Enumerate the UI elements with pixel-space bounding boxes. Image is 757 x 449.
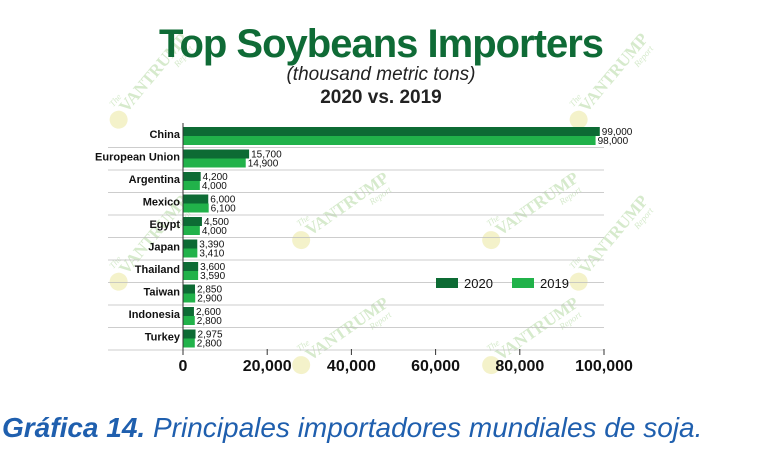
data-label-2020: 4,500 — [204, 217, 229, 228]
data-label-2020: 6,000 — [210, 195, 235, 206]
data-label-2020: 99,000 — [602, 127, 633, 138]
data-label-2019: 98,000 — [598, 136, 629, 147]
bar-2019 — [183, 248, 198, 258]
data-label-2019: 14,900 — [248, 159, 279, 170]
data-label-2020: 2,850 — [197, 285, 222, 296]
chart-title: Top Soybeans Importers — [159, 22, 603, 66]
bar-2019 — [183, 136, 596, 145]
x-tick-label: 0 — [179, 358, 188, 375]
data-label-2020: 2,600 — [196, 307, 221, 318]
watermark-sun-icon — [569, 272, 588, 291]
watermark-word: VANTRUMP — [492, 293, 582, 364]
data-label-2019: 4,000 — [202, 226, 227, 237]
data-label-2019: 3,410 — [199, 249, 224, 260]
bar-2020 — [183, 127, 600, 136]
watermark-sun-icon — [109, 272, 128, 291]
watermark-word: VANTRUMP — [302, 293, 392, 364]
category-label: Taiwan — [144, 287, 181, 299]
watermark-sun-icon — [569, 110, 588, 129]
caption-number: Gráfica 14. — [2, 412, 146, 443]
watermark-sun-icon — [482, 356, 501, 375]
bar-2019 — [183, 203, 209, 213]
bar-2020 — [183, 172, 201, 181]
category-label: Thailand — [135, 264, 180, 276]
legend-label-2019: 2019 — [540, 276, 569, 291]
bar-2019 — [183, 226, 200, 235]
legend-label-2020: 2020 — [464, 276, 493, 291]
legend: 2020 2019 — [436, 276, 569, 291]
bar-2020 — [183, 284, 195, 294]
data-label-2019: 2,900 — [197, 294, 222, 305]
chart: TheVANTRUMPReportTheVANTRUMPReportTheVAN… — [95, 22, 656, 375]
category-label: Indonesia — [129, 309, 181, 321]
caption-text: Principales importadores mundiales de so… — [145, 412, 703, 443]
watermark-sun-icon — [292, 231, 311, 250]
data-label-2020: 3,390 — [199, 240, 224, 251]
data-label-2019: 6,100 — [211, 204, 236, 215]
watermark-word: VANTRUMP — [492, 168, 582, 239]
category-label: Mexico — [143, 197, 181, 209]
bar-2020 — [183, 262, 199, 271]
bar-2019 — [183, 338, 195, 348]
watermark-word: VANTRUMP — [575, 191, 652, 277]
bar-2020 — [183, 307, 194, 316]
category-label: Argentina — [129, 174, 181, 186]
x-tick-label: 100,000 — [575, 358, 633, 375]
bar-2019 — [183, 293, 196, 303]
bar-2020 — [183, 149, 250, 159]
bar-2019 — [183, 271, 199, 280]
data-label-2020: 4,200 — [203, 172, 228, 183]
category-label: Japan — [148, 242, 180, 254]
category-label: China — [149, 129, 180, 141]
legend-swatch-2019 — [512, 278, 534, 288]
category-label: Turkey — [145, 332, 181, 344]
legend-swatch-2020 — [436, 278, 458, 288]
watermark-sun-icon — [109, 110, 128, 129]
bar-2019 — [183, 316, 195, 325]
bar-2020 — [183, 217, 202, 226]
bar-2020 — [183, 239, 198, 249]
category-label: European Union — [95, 152, 180, 164]
data-label-2019: 4,000 — [202, 181, 227, 192]
data-label-2020: 2,975 — [198, 330, 223, 341]
chart-subtitle-years: 2020 vs. 2019 — [320, 87, 442, 108]
watermark-sun-icon — [292, 356, 311, 375]
category-label: Egypt — [149, 219, 180, 231]
figure-caption: Gráfica 14. Principales importadores mun… — [2, 412, 757, 444]
data-label-2019: 2,800 — [197, 339, 222, 350]
x-tick-label: 40,000 — [327, 358, 376, 375]
chart-subtitle: (thousand metric tons) — [286, 64, 475, 85]
data-label-2019: 3,590 — [200, 271, 225, 282]
bar-2020 — [183, 329, 196, 339]
data-label-2020: 15,700 — [251, 150, 282, 161]
x-tick-label: 20,000 — [243, 358, 292, 375]
bar-2020 — [183, 194, 209, 204]
x-tick-label: 80,000 — [495, 358, 544, 375]
x-tick-label: 60,000 — [411, 358, 460, 375]
watermark-sun-icon — [482, 231, 501, 250]
data-label-2019: 2,800 — [197, 316, 222, 327]
watermark-word: VANTRUMP — [302, 168, 392, 239]
data-label-2020: 3,600 — [200, 262, 225, 273]
bar-2019 — [183, 158, 246, 168]
bar-2019 — [183, 181, 200, 190]
